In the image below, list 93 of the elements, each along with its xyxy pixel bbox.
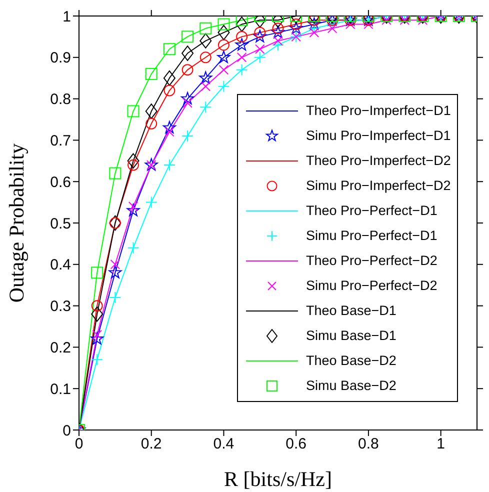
y-tick-label: 0.6 — [50, 174, 71, 191]
x-axis-title: R [bits/s/Hz] — [224, 467, 332, 491]
point — [309, 28, 320, 38]
point — [90, 332, 104, 345]
y-tick-label: 0.3 — [50, 298, 71, 316]
point — [182, 130, 194, 142]
legend-label: Theo Pro−Perfect−D1 — [306, 203, 438, 218]
point — [273, 36, 283, 46]
point — [200, 101, 212, 114]
point — [308, 22, 320, 34]
point — [182, 30, 194, 43]
legend-label: Theo Pro−Imperfect−D1 — [306, 103, 451, 118]
point — [235, 38, 248, 51]
x-tick-label: 1 — [436, 436, 445, 453]
point — [126, 204, 140, 216]
x-tick-label: 0 — [74, 436, 84, 453]
point — [218, 18, 230, 30]
y-tick-label: 0.7 — [50, 132, 71, 150]
point — [236, 52, 247, 62]
point — [145, 196, 158, 208]
point — [163, 70, 176, 86]
point — [91, 300, 103, 312]
point — [327, 24, 338, 34]
point — [127, 153, 140, 169]
y-tick-label: 0.5 — [50, 215, 71, 232]
legend-label: Simu Pro−Imperfect−D2 — [306, 178, 451, 193]
point — [164, 84, 176, 96]
point — [91, 266, 104, 279]
point — [181, 92, 194, 104]
legend-label: Theo Pro−Perfect−D2 — [306, 253, 438, 268]
point — [91, 306, 104, 322]
point — [109, 292, 122, 304]
point — [163, 43, 176, 56]
legend-label: Theo Base−D1 — [306, 303, 396, 318]
point — [218, 24, 230, 40]
point — [182, 46, 194, 61]
point — [364, 19, 374, 30]
x-tick-label: 0.6 — [286, 436, 307, 453]
point — [127, 105, 140, 118]
point — [200, 81, 211, 92]
y-tick-label: 0.1 — [50, 380, 71, 398]
y-tick-label: 1 — [62, 8, 71, 26]
point — [308, 17, 321, 30]
point — [217, 50, 230, 64]
legend-label: Theo Base−D2 — [306, 353, 396, 368]
point — [345, 19, 356, 30]
point — [162, 120, 176, 134]
point — [110, 260, 120, 270]
y-tick-label: 0.2 — [50, 340, 71, 357]
point — [145, 68, 158, 80]
y-tick-label: 0.8 — [50, 91, 71, 108]
point — [218, 64, 229, 75]
point — [271, 26, 285, 38]
legend-label: Simu Base−D2 — [306, 378, 396, 393]
point — [200, 33, 212, 48]
point — [254, 26, 266, 38]
point — [255, 44, 265, 54]
y-tick-label: 0.9 — [50, 50, 71, 67]
point — [290, 22, 303, 34]
legend-label: Simu Pro−Perfect−D2 — [306, 278, 438, 293]
x-tick-label: 0.2 — [140, 436, 162, 453]
point — [199, 71, 212, 84]
point — [145, 104, 158, 119]
point — [163, 159, 176, 172]
point — [253, 30, 266, 42]
y-axis-title: Outage Probability — [4, 142, 28, 303]
point — [236, 16, 248, 26]
point — [182, 64, 194, 76]
point — [218, 39, 230, 51]
point — [200, 52, 212, 64]
point — [254, 51, 266, 64]
point — [236, 16, 248, 32]
x-tick-label: 0.4 — [213, 436, 234, 453]
point — [200, 22, 212, 34]
y-tick-label: 0.4 — [50, 256, 71, 274]
legend-label: Simu Pro−Imperfect−D1 — [306, 128, 451, 143]
point — [218, 80, 230, 92]
point — [146, 118, 158, 130]
point — [236, 30, 248, 42]
legend-label: Theo Pro−Imperfect−D2 — [306, 153, 451, 168]
point — [272, 22, 284, 34]
point — [326, 18, 338, 30]
legend-label: Simu Pro−Perfect−D1 — [306, 228, 438, 243]
x-tick-label: 0.8 — [358, 436, 379, 453]
point — [109, 167, 122, 180]
y-tick-label: 0 — [62, 422, 71, 440]
point — [91, 354, 104, 366]
legend-label: Simu Base−D1 — [306, 328, 396, 343]
point — [127, 242, 140, 254]
point — [272, 38, 284, 51]
point — [236, 64, 248, 76]
point — [108, 266, 122, 278]
point — [290, 18, 302, 30]
